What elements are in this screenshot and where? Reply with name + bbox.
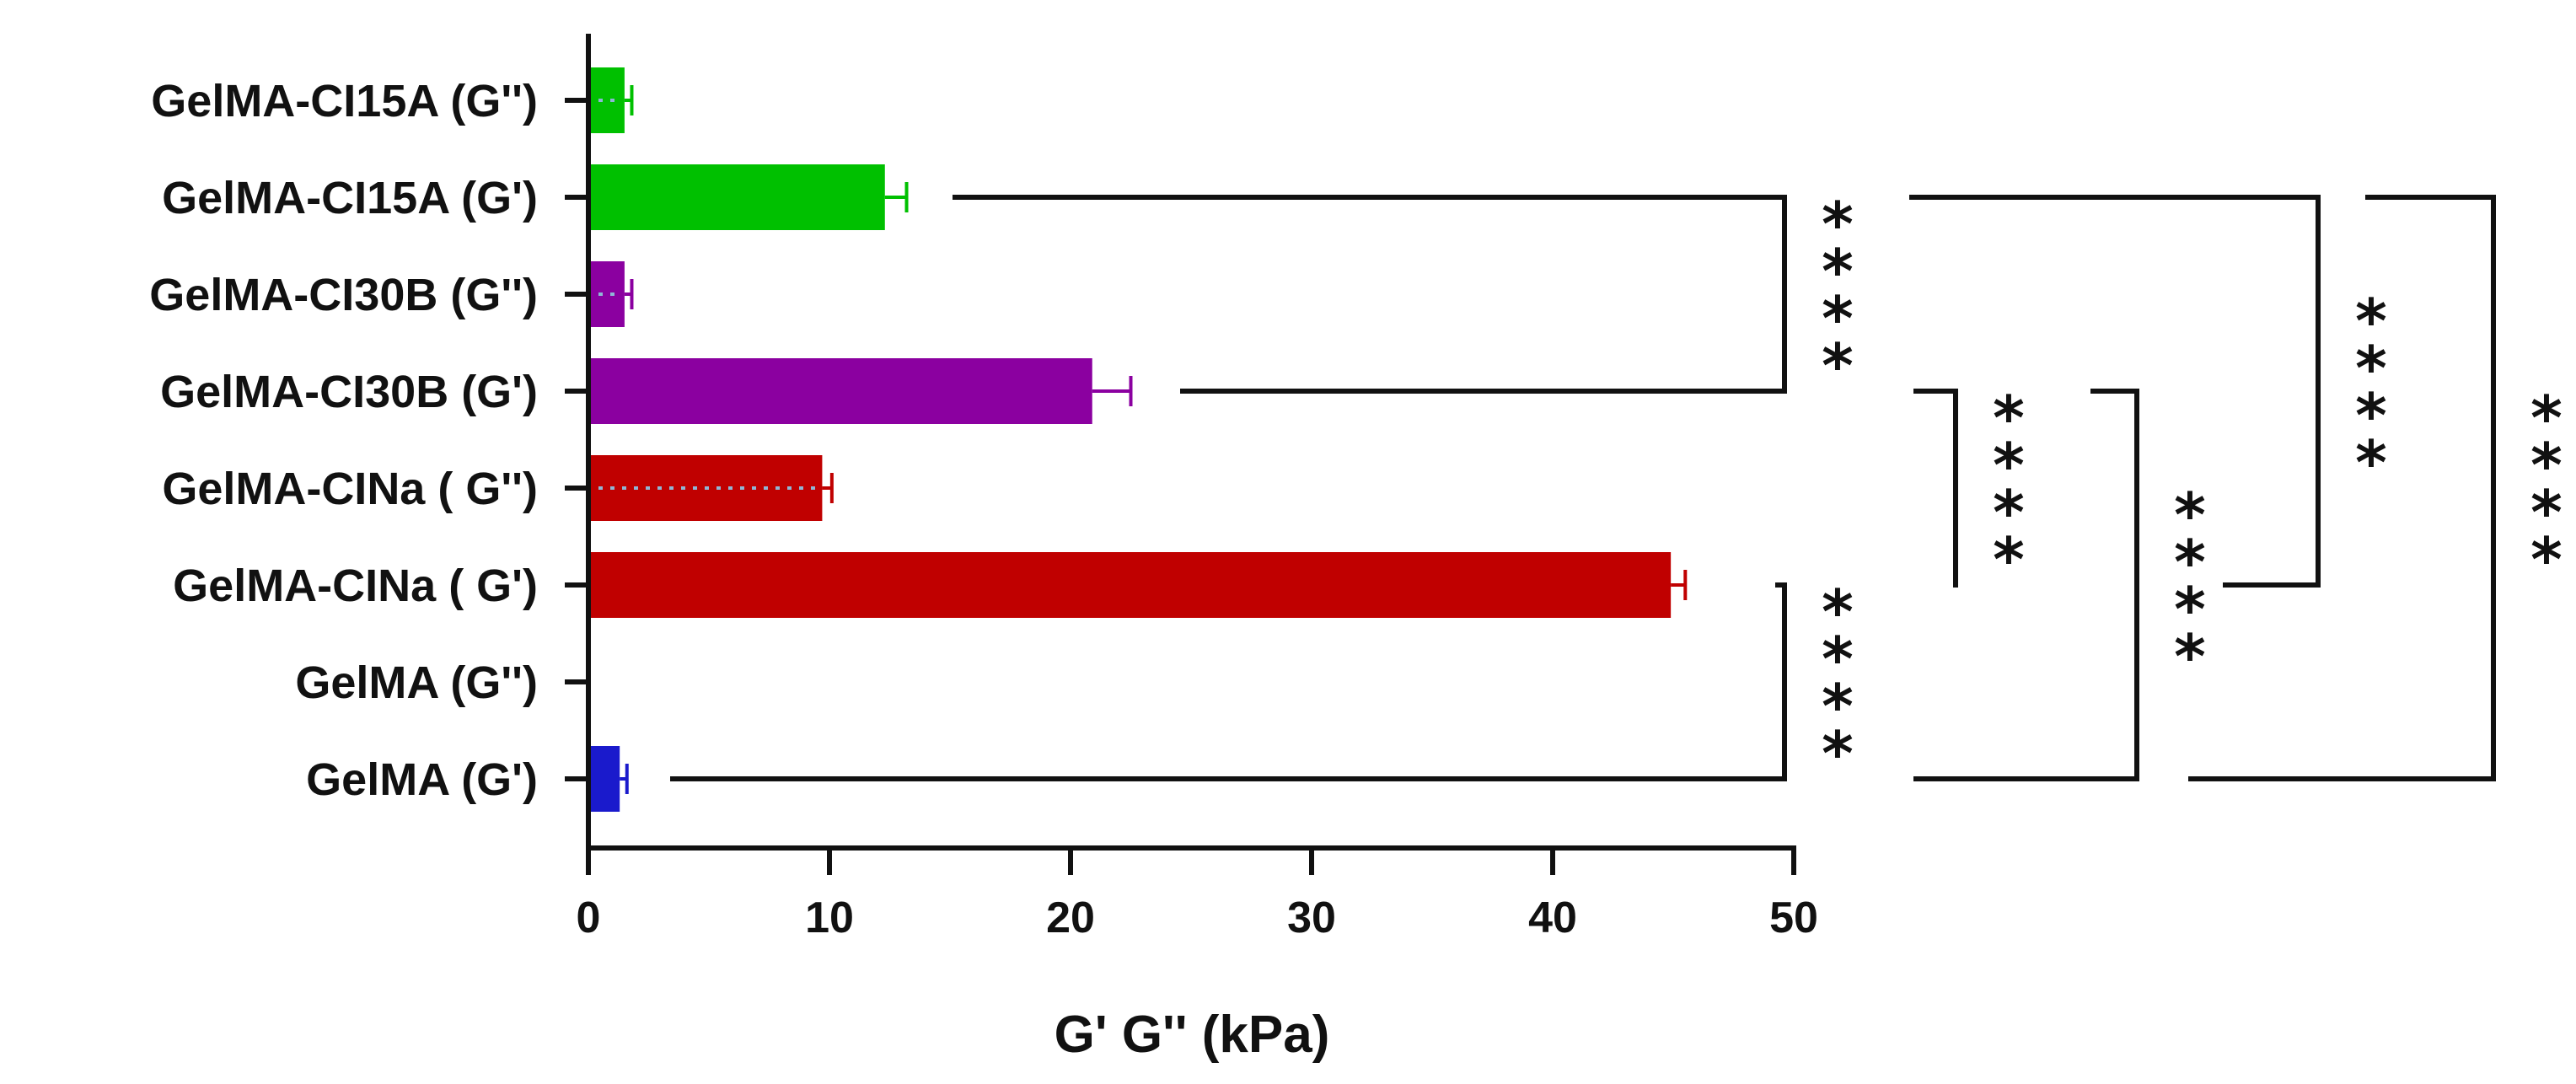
axes: G' G'' (kPa)	[586, 34, 1796, 1064]
bar	[588, 358, 1092, 424]
significance-star: *	[1822, 624, 1854, 695]
significance-star: *	[2355, 333, 2387, 404]
significance-star: *	[1993, 524, 2025, 595]
significance-star: *	[2530, 477, 2563, 548]
significance-bracket	[2188, 195, 2496, 781]
significance-star: *	[2174, 480, 2206, 550]
significance-star: *	[1993, 430, 2025, 501]
bar	[588, 164, 885, 230]
category-label: GelMA-CI30B (G')	[160, 367, 538, 417]
significance-star: *	[1822, 577, 1854, 647]
significance-star: *	[1822, 189, 1854, 260]
category-label: GelMA-CINa ( G')	[173, 561, 538, 611]
ticks: 0 10 20 30 40 50	[565, 98, 1818, 942]
significance-star: *	[2355, 380, 2387, 451]
category-label: GelMA-CINa ( G'')	[162, 464, 538, 514]
significance-bracket	[1909, 195, 2321, 588]
category-label: GelMA (G')	[306, 754, 538, 805]
bar	[588, 261, 625, 327]
significance-star: *	[2530, 383, 2563, 453]
significance-star: *	[1822, 330, 1854, 401]
significance-star: *	[1822, 671, 1854, 742]
significance-brackets: ************************	[670, 189, 2563, 789]
significance-star: *	[2530, 430, 2563, 501]
significance-bracket	[1913, 389, 2139, 781]
significance-bracket	[953, 195, 1787, 394]
significance-star: *	[2355, 427, 2387, 498]
x-tick-label: 10	[805, 893, 854, 942]
bar	[588, 552, 1672, 618]
category-label: GelMA-CI30B (G'')	[149, 270, 538, 320]
category-label: GelMA (G'')	[295, 657, 538, 708]
significance-star: *	[2530, 524, 2563, 595]
category-labels: GelMA-CI15A (G'') GelMA-CI15A (G') GelMA-C…	[149, 76, 538, 805]
significance-star: *	[2355, 286, 2387, 357]
bar	[588, 67, 625, 133]
bars	[588, 67, 1688, 812]
bar	[588, 746, 620, 812]
significance-star: *	[1822, 283, 1854, 354]
x-tick-label: 40	[1528, 893, 1577, 942]
significance-star: *	[1822, 236, 1854, 307]
x-tick-label: 50	[1769, 893, 1818, 942]
significance-star: *	[2174, 574, 2206, 645]
significance-star: *	[2174, 621, 2206, 692]
x-tick-label: 30	[1287, 893, 1336, 942]
significance-bracket	[670, 582, 1787, 781]
significance-star: *	[1822, 718, 1854, 789]
category-label: GelMA-CI15A (G')	[162, 173, 538, 223]
significance-star: *	[2174, 527, 2206, 598]
x-axis-title: G' G'' (kPa)	[1055, 1006, 1330, 1064]
category-label: GelMA-CI15A (G'')	[151, 76, 538, 126]
significance-star: *	[1993, 477, 2025, 548]
x-tick-label: 20	[1046, 893, 1095, 942]
significance-star: *	[1993, 383, 2025, 453]
significance-bracket	[1913, 389, 1958, 588]
x-tick-label: 0	[577, 893, 601, 942]
